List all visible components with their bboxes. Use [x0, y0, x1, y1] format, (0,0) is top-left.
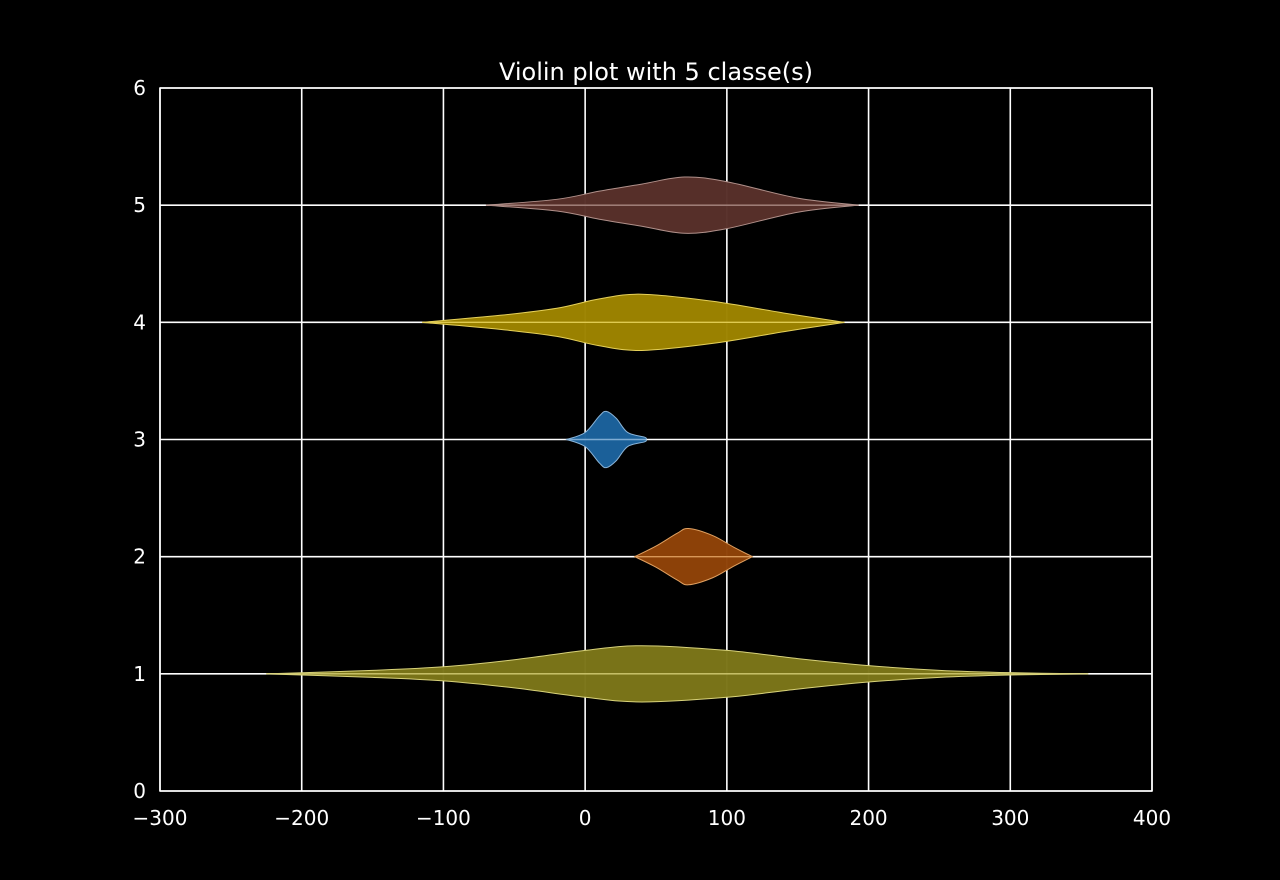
- y-tick-label: 5: [133, 193, 146, 217]
- y-tick-label: 1: [133, 662, 146, 686]
- x-tick-label: −100: [416, 806, 471, 830]
- y-tick-label: 3: [133, 428, 146, 452]
- x-tick-label: 300: [991, 806, 1029, 830]
- x-tick-label: 400: [1133, 806, 1171, 830]
- y-axis-ticks: 0 1 2 3 4 5 6: [133, 76, 146, 803]
- x-tick-label: −200: [274, 806, 329, 830]
- y-tick-label: 6: [133, 76, 146, 100]
- y-tick-label: 4: [133, 310, 146, 334]
- x-axis-ticks: −300 −200 −100 0 100 200 300 400: [133, 806, 1172, 830]
- x-tick-label: 100: [708, 806, 746, 830]
- x-tick-label: −300: [133, 806, 188, 830]
- y-tick-label: 2: [133, 545, 146, 569]
- violin-center-lines: [266, 204, 1089, 675]
- plot-frame: [159, 87, 1153, 792]
- chart-title: Violin plot with 5 classe(s): [499, 58, 813, 86]
- x-tick-label: 200: [849, 806, 887, 830]
- y-tick-label: 0: [133, 779, 146, 803]
- x-tick-label: 0: [579, 806, 592, 830]
